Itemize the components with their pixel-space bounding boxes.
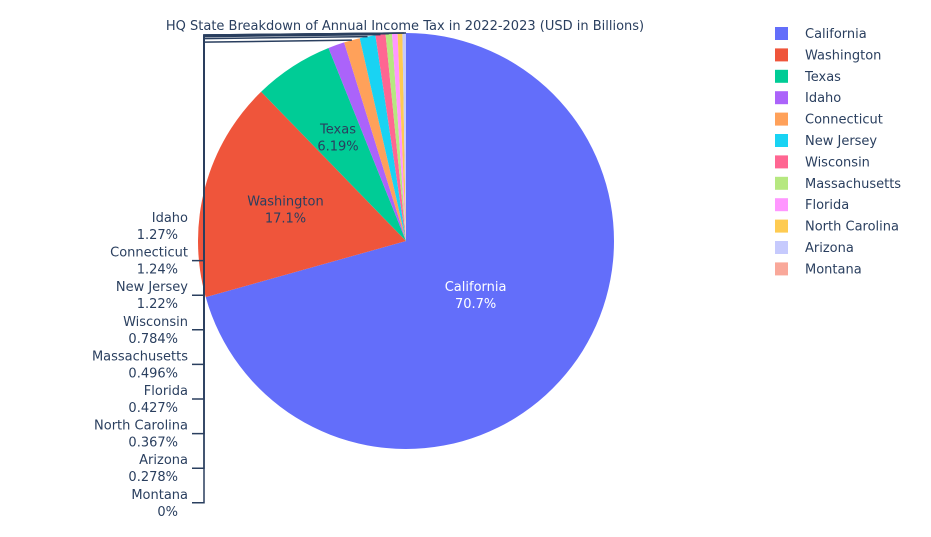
slice-label-north-carolina: North Carolina bbox=[94, 419, 188, 434]
legend-item-florida[interactable]: Florida bbox=[775, 198, 849, 213]
legend-label-california: California bbox=[805, 27, 867, 42]
slice-wisconsin[interactable] bbox=[375, 34, 406, 241]
legend-item-wisconsin[interactable]: Wisconsin bbox=[775, 155, 870, 170]
slice-label-arizona: Arizona bbox=[139, 453, 188, 468]
legend-item-arizona[interactable]: Arizona bbox=[775, 241, 854, 256]
legend-item-washington[interactable]: Washington bbox=[775, 48, 881, 63]
slice-label-connecticut: Connecticut bbox=[110, 246, 188, 261]
slice-percent-north-carolina: 0.367% bbox=[128, 436, 178, 451]
legend-swatch-connecticut bbox=[775, 112, 788, 126]
slice-connecticut[interactable] bbox=[344, 38, 406, 241]
slice-arizona[interactable] bbox=[402, 33, 406, 241]
slice-new-jersey[interactable] bbox=[359, 35, 406, 241]
legend-label-arizona: Arizona bbox=[805, 241, 854, 256]
slice-percent-arizona: 0.278% bbox=[128, 470, 178, 485]
slice-percent-idaho: 1.27% bbox=[137, 228, 178, 243]
slice-label-wisconsin: Wisconsin bbox=[123, 315, 188, 330]
legend-label-washington: Washington bbox=[805, 48, 881, 63]
slice-california[interactable] bbox=[205, 33, 614, 449]
legend-swatch-arizona bbox=[775, 241, 788, 254]
slice-idaho[interactable] bbox=[328, 42, 406, 241]
slice-percent-connecticut: 1.24% bbox=[137, 263, 178, 278]
slice-percent-new-jersey: 1.22% bbox=[137, 297, 178, 312]
slice-percent-texas: 6.19% bbox=[317, 139, 358, 154]
slice-percent-massachusetts: 0.496% bbox=[128, 366, 178, 381]
legend-item-idaho[interactable]: Idaho bbox=[775, 91, 841, 106]
legend-swatch-montana bbox=[775, 262, 788, 276]
slice-label-florida: Florida bbox=[144, 384, 188, 399]
pie-slices bbox=[198, 33, 614, 449]
slice-label-idaho: Idaho bbox=[152, 211, 188, 226]
legend-label-florida: Florida bbox=[805, 198, 849, 213]
legend-label-texas: Texas bbox=[804, 70, 841, 85]
slice-washington[interactable] bbox=[198, 91, 406, 298]
legend-swatch-north-carolina bbox=[775, 219, 788, 233]
legend-item-montana[interactable]: Montana bbox=[775, 262, 862, 277]
slice-percent-california: 70.7% bbox=[455, 297, 496, 312]
legend-item-connecticut[interactable]: Connecticut bbox=[775, 112, 883, 128]
leader-lines bbox=[192, 32, 407, 504]
chart-title: HQ State Breakdown of Annual Income Tax … bbox=[166, 19, 644, 34]
legend-swatch-texas bbox=[775, 69, 788, 83]
legend-swatch-massachusetts bbox=[775, 176, 788, 190]
slice-massachusetts[interactable] bbox=[385, 33, 406, 241]
legend-swatch-idaho bbox=[775, 91, 788, 105]
slice-labels: California 70.7% Washington 17.1% Texas 6.19%… bbox=[92, 122, 507, 519]
legend-swatch-new-jersey bbox=[775, 134, 788, 147]
slice-percent-wisconsin: 0.784% bbox=[128, 332, 178, 347]
legend-label-wisconsin: Wisconsin bbox=[805, 155, 870, 170]
slice-percent-florida: 0.427% bbox=[128, 401, 178, 416]
slice-label-montana: Montana bbox=[131, 488, 188, 503]
legend-item-massachusetts[interactable]: Massachusetts bbox=[775, 176, 901, 192]
slice-percent-montana: 0% bbox=[157, 505, 178, 520]
slice-texas[interactable] bbox=[261, 47, 406, 242]
legend-swatch-california bbox=[775, 27, 788, 40]
legend-label-massachusetts: Massachusetts bbox=[805, 177, 901, 192]
legend-label-montana: Montana bbox=[805, 262, 862, 277]
legend-label-north-carolina: North Carolina bbox=[805, 220, 899, 235]
legend-swatch-washington bbox=[775, 48, 788, 62]
legend[interactable]: California Washington Texas Idaho Connecticu… bbox=[775, 27, 901, 277]
legend-item-texas[interactable]: Texas bbox=[775, 69, 841, 85]
leader-line-montana bbox=[192, 32, 407, 504]
slice-label-california: California bbox=[445, 280, 507, 295]
slice-label-massachusetts: Massachusetts bbox=[92, 349, 188, 364]
slice-label-texas: Texas bbox=[319, 122, 356, 137]
legend-label-idaho: Idaho bbox=[805, 91, 841, 106]
slice-label-washington: Washington bbox=[247, 195, 323, 210]
legend-item-new-jersey[interactable]: New Jersey bbox=[775, 134, 877, 149]
slice-florida[interactable] bbox=[392, 33, 406, 242]
slice-percent-washington: 17.1% bbox=[265, 212, 306, 227]
legend-swatch-florida bbox=[775, 198, 788, 212]
legend-item-california[interactable]: California bbox=[775, 27, 867, 42]
slice-label-new-jersey: New Jersey bbox=[116, 280, 188, 295]
legend-label-new-jersey: New Jersey bbox=[805, 134, 877, 149]
slice-north-carolina[interactable] bbox=[397, 33, 406, 242]
legend-label-connecticut: Connecticut bbox=[805, 113, 883, 128]
legend-swatch-wisconsin bbox=[775, 155, 788, 169]
legend-item-north-carolina[interactable]: North Carolina bbox=[775, 219, 899, 235]
